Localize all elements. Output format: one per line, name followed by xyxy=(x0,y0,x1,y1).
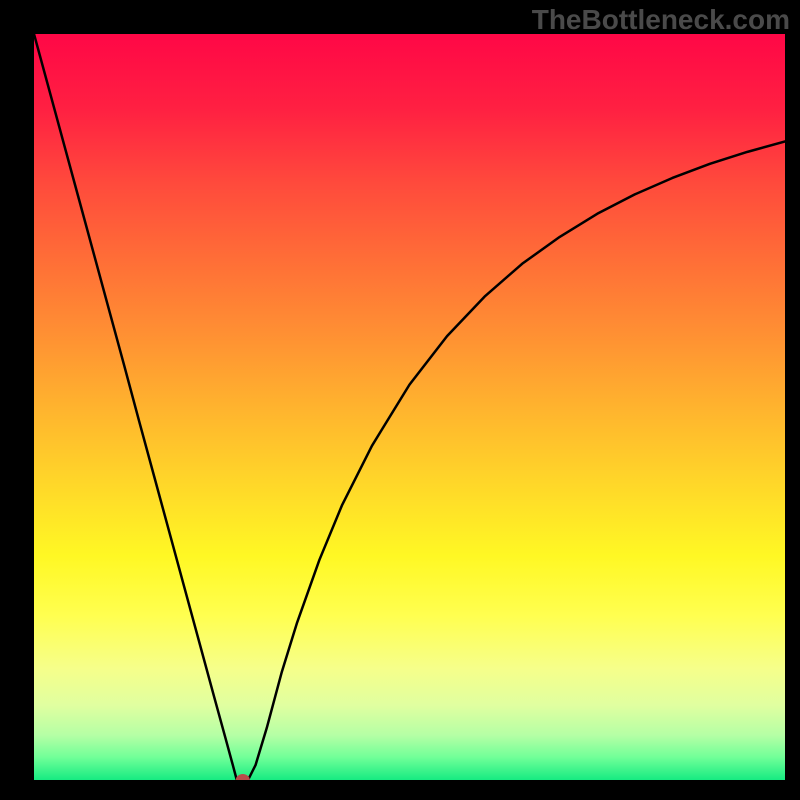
frame-right xyxy=(785,0,800,800)
chart-background xyxy=(34,34,785,780)
watermark-text: TheBottleneck.com xyxy=(532,4,790,36)
frame-left xyxy=(0,0,34,800)
chart-plot-area xyxy=(34,34,785,780)
frame-bottom xyxy=(0,780,800,800)
chart-svg xyxy=(34,34,785,780)
